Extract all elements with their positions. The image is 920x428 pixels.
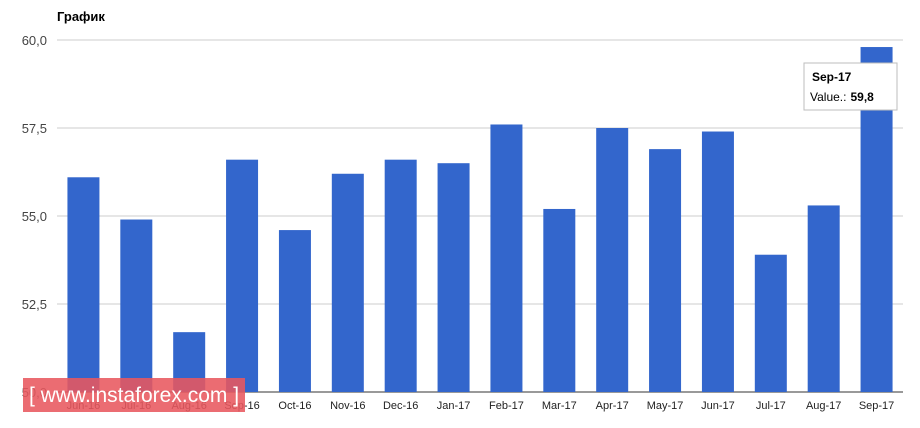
bar-Oct-16[interactable] bbox=[278, 230, 311, 392]
bar-Dec-16[interactable] bbox=[384, 159, 417, 392]
bar-Feb-17[interactable] bbox=[490, 124, 523, 392]
tooltip-line: Value.: 59,8 bbox=[810, 90, 874, 104]
x-tick-label: Jul-17 bbox=[756, 400, 786, 412]
x-tick-label: Nov-16 bbox=[330, 400, 365, 412]
y-axis-ticks: 50,052,555,057,560,0 bbox=[22, 33, 47, 400]
watermark-background bbox=[23, 378, 245, 412]
tooltip-category: Sep-17 bbox=[812, 70, 852, 84]
y-tick-label: 52,5 bbox=[22, 297, 47, 312]
tooltip-value: 59,8 bbox=[850, 90, 874, 104]
x-tick-label: Apr-17 bbox=[596, 400, 629, 412]
bar-Nov-16[interactable] bbox=[331, 173, 364, 392]
tooltip-box bbox=[803, 62, 898, 111]
watermark: [ www.instaforex.com ] bbox=[23, 378, 245, 412]
bar-Jun-17[interactable] bbox=[701, 131, 734, 392]
x-tick-label: Sep-17 bbox=[859, 400, 894, 412]
bar-Mar-17[interactable] bbox=[543, 208, 576, 392]
y-tick-label: 55,0 bbox=[22, 209, 47, 224]
bar-Jan-17[interactable] bbox=[437, 163, 470, 392]
y-tick-label: 60,0 bbox=[22, 33, 47, 48]
tooltip: Sep-17 Value.: 59,8 bbox=[803, 62, 898, 111]
watermark-text: [ www.instaforex.com ] bbox=[29, 384, 239, 407]
x-tick-label: Dec-16 bbox=[383, 400, 418, 412]
x-tick-label: Jan-17 bbox=[437, 400, 471, 412]
x-tick-label: Aug-17 bbox=[806, 400, 841, 412]
x-tick-label: Mar-17 bbox=[542, 400, 577, 412]
x-tick-label: May-17 bbox=[647, 400, 684, 412]
x-tick-label: Feb-17 bbox=[489, 400, 524, 412]
x-tick-label: Jun-17 bbox=[701, 400, 735, 412]
bar-Sep-16[interactable] bbox=[226, 159, 259, 392]
bar-Jul-17[interactable] bbox=[754, 254, 787, 392]
chart-title: График bbox=[57, 9, 105, 24]
y-tick-label: 57,5 bbox=[22, 121, 47, 136]
bar-Apr-17[interactable] bbox=[596, 128, 629, 392]
tooltip-label: Value.: bbox=[810, 90, 846, 104]
bar-Aug-17[interactable] bbox=[807, 205, 840, 392]
bar-May-17[interactable] bbox=[649, 149, 682, 392]
bar-Jul-16[interactable] bbox=[120, 219, 153, 392]
x-tick-label: Oct-16 bbox=[278, 400, 311, 412]
bars bbox=[67, 47, 893, 392]
bar-Jun-16[interactable] bbox=[67, 177, 100, 392]
